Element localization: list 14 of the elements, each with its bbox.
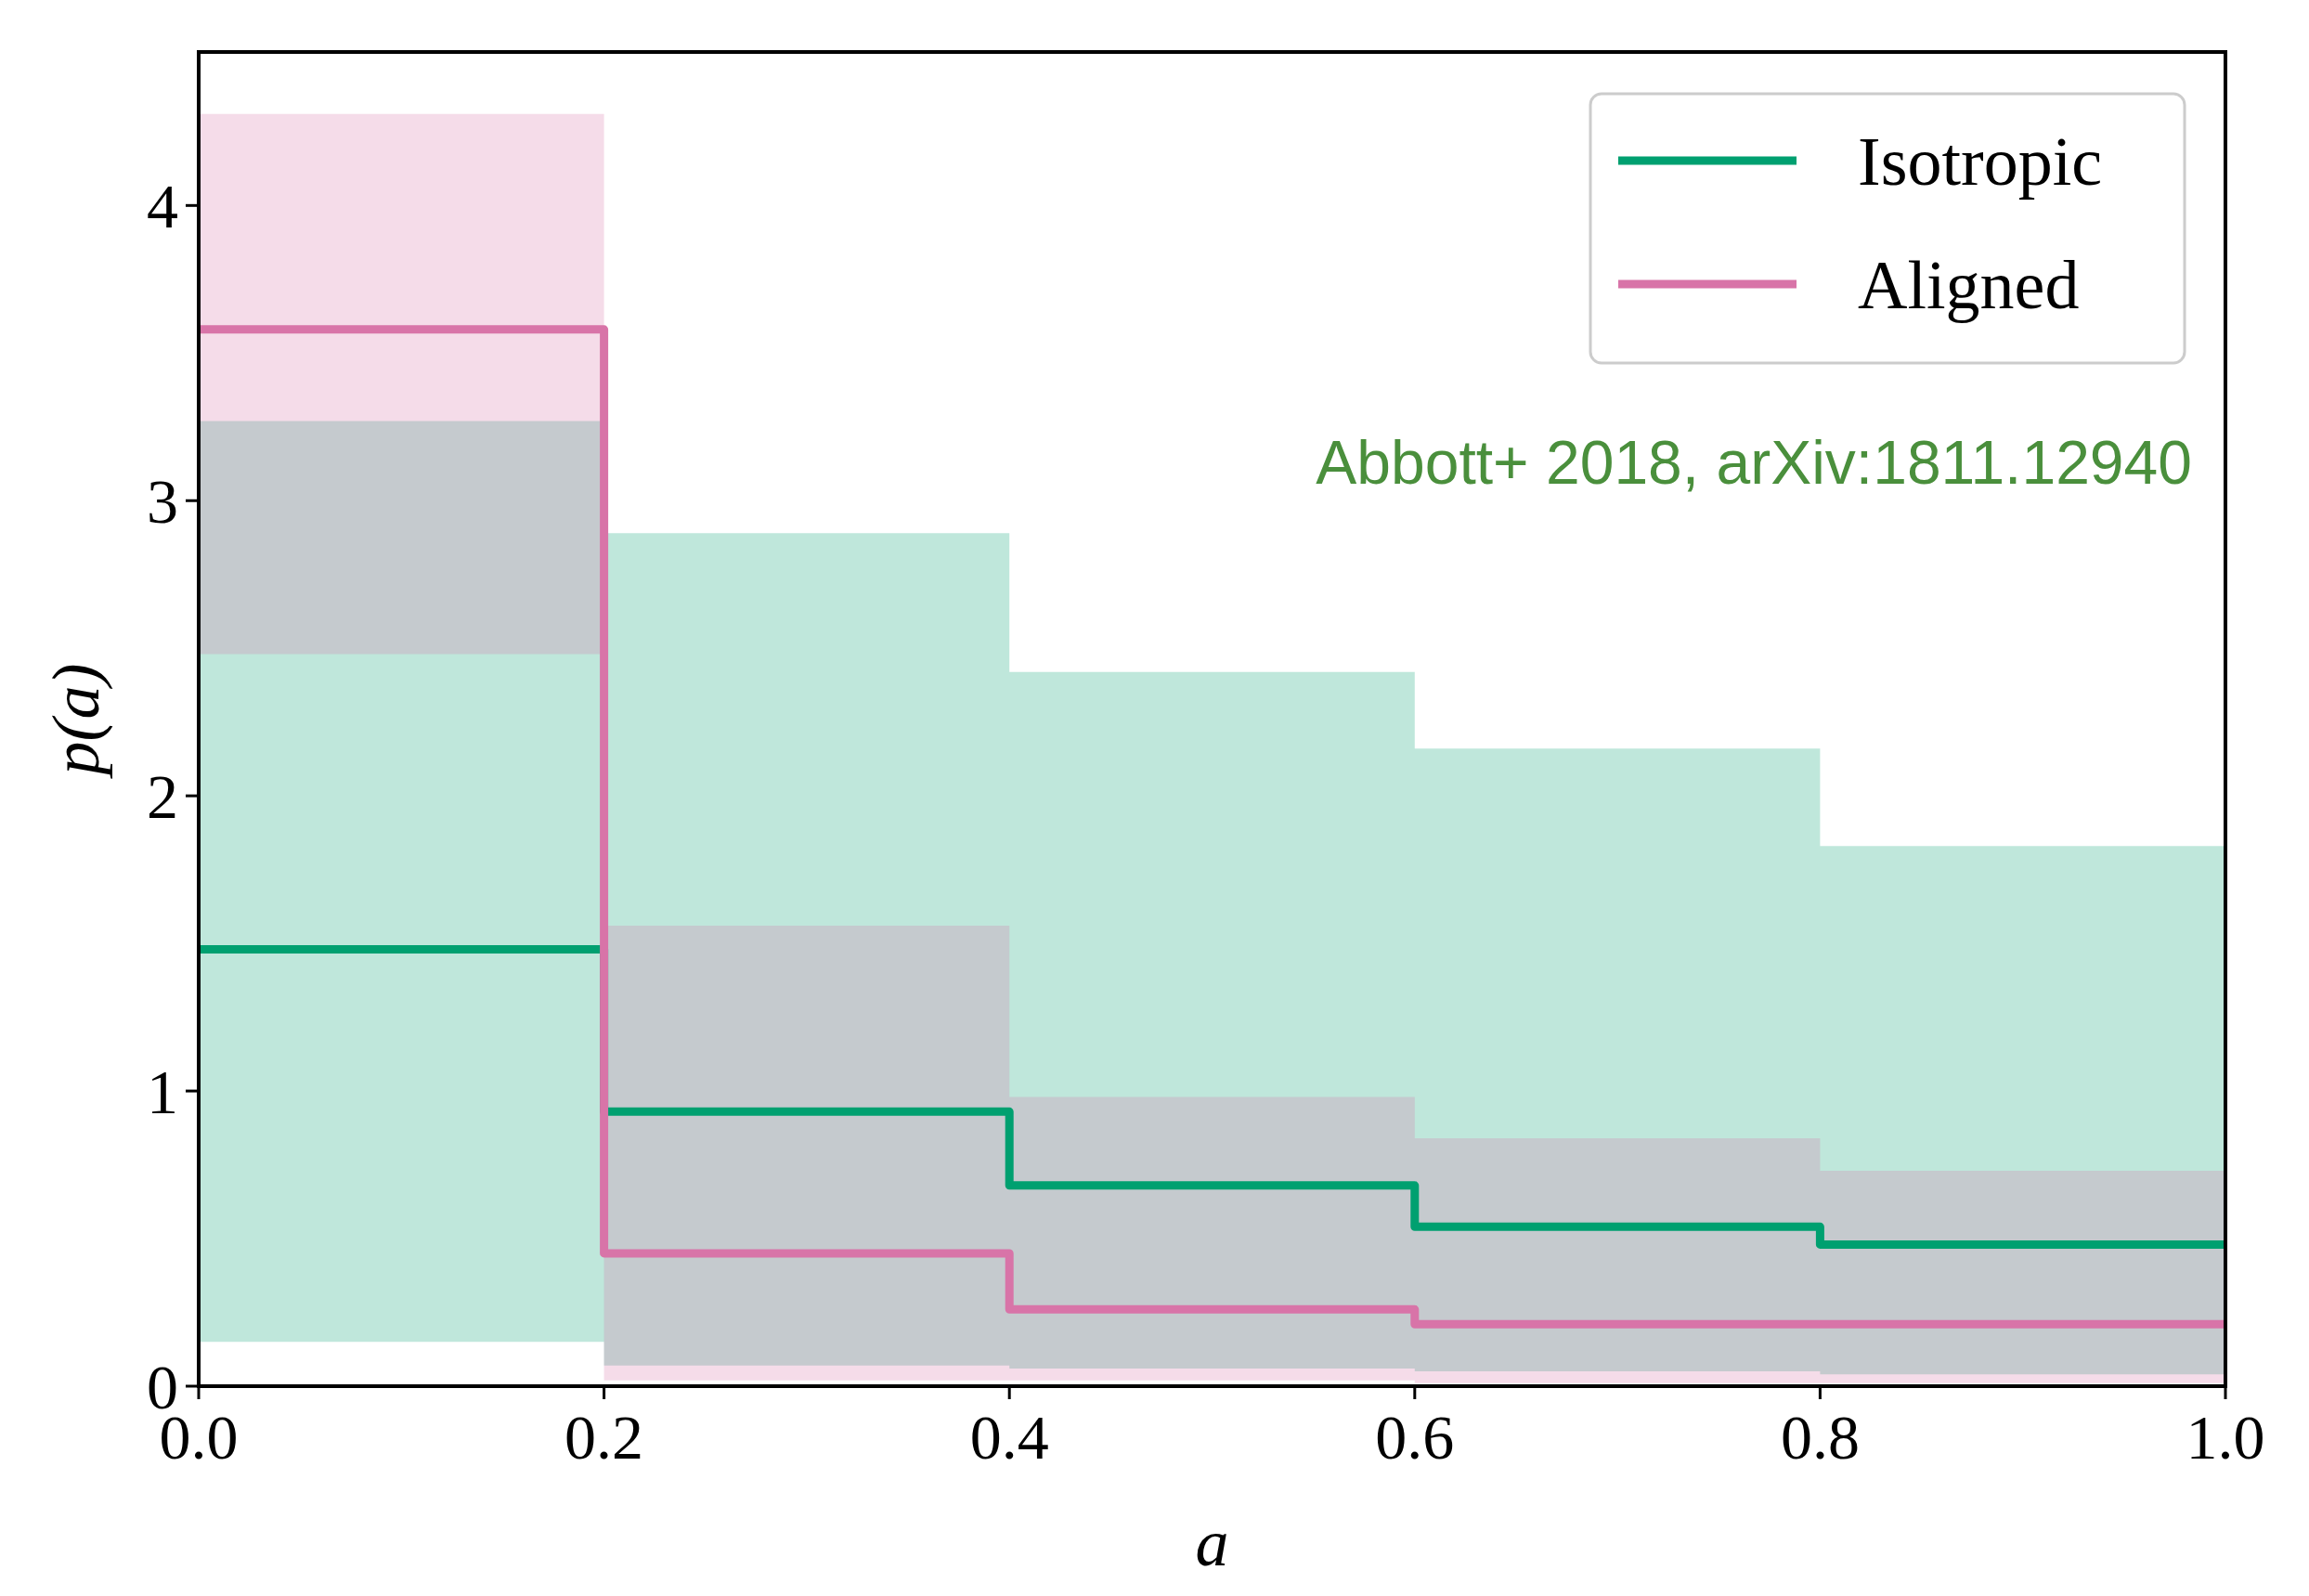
y-axis-title: p(a) bbox=[39, 663, 113, 780]
y-tick-label: 2 bbox=[147, 760, 178, 832]
legend-label: Isotropic bbox=[1858, 123, 2103, 200]
y-tick-label: 3 bbox=[147, 466, 178, 538]
legend-label: Aligned bbox=[1858, 246, 2080, 323]
x-tick-label: 1.0 bbox=[2186, 1402, 2265, 1473]
y-tick-label: 4 bbox=[147, 171, 178, 242]
x-tick-label: 0.6 bbox=[1375, 1402, 1455, 1473]
x-tick-label: 0.4 bbox=[969, 1402, 1049, 1473]
x-tick-label: 0.2 bbox=[564, 1402, 644, 1473]
x-tick-label: 0.8 bbox=[1780, 1402, 1860, 1473]
y-tick-label: 1 bbox=[147, 1056, 178, 1127]
x-axis-title: a bbox=[1195, 1506, 1229, 1580]
annotation: Abbott+ 2018, arXiv:1811.12940 bbox=[1316, 428, 2192, 497]
